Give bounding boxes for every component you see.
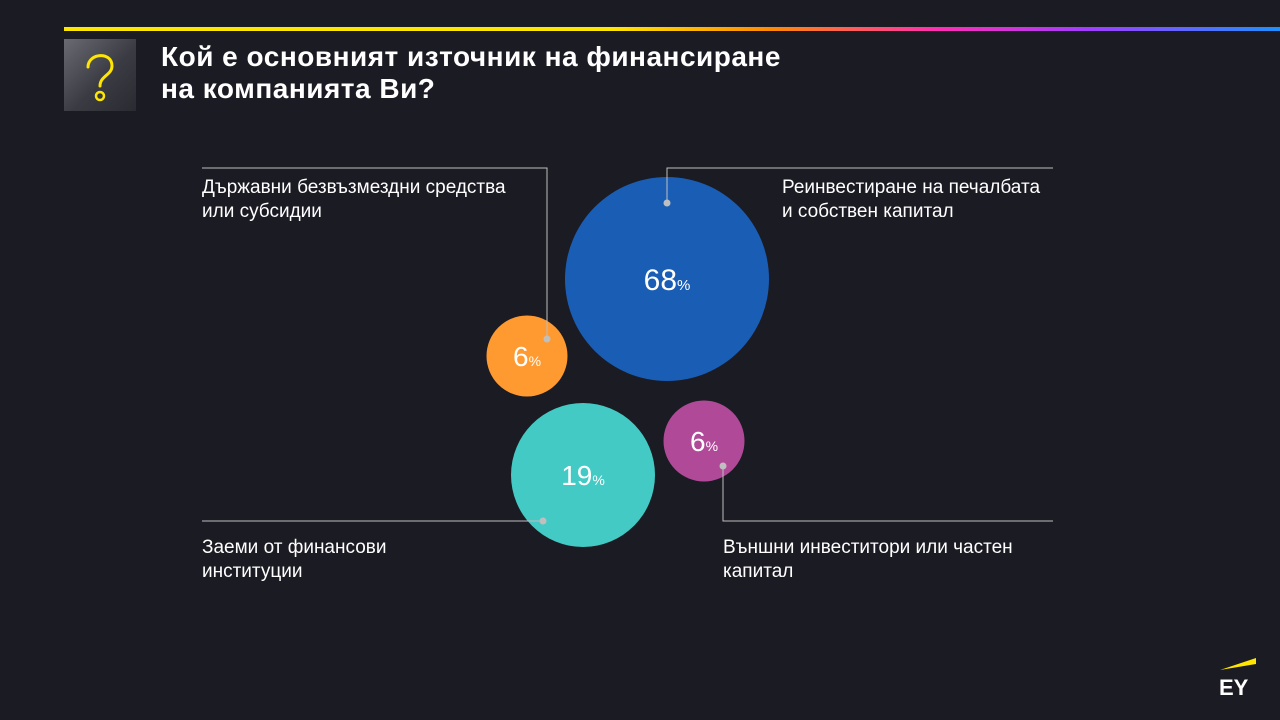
label-investors-line-1: Външни инвеститори или частен: [723, 537, 1013, 558]
value-number-investors: 6: [690, 426, 706, 457]
connector-reinvestment: [666, 167, 1053, 203]
value-label-investors: 6%: [690, 426, 718, 457]
page-title-line-2: на компанията Ви?: [161, 73, 436, 104]
label-investors: Външни инвеститори или частен капитал: [723, 536, 1013, 584]
value-label-loans: 19%: [561, 460, 605, 491]
label-subsidies: Държавни безвъзмездни средства или субси…: [202, 176, 506, 224]
value-unit-reinvestment: %: [677, 277, 690, 294]
label-subsidies-line-2: или субсидии: [202, 201, 322, 222]
connector-dot-subsidies: [543, 335, 551, 343]
bubble-reinvestment: [565, 177, 769, 381]
label-loans-line-1: Заеми от финансови: [202, 537, 387, 558]
bubble-loans: [511, 403, 655, 547]
ey-logo: EY: [1218, 657, 1260, 702]
label-reinvestment-line-1: Реинвестиране на печалбата: [782, 177, 1041, 198]
top-gradient-bar: [64, 27, 1280, 31]
label-investors-line-2: капитал: [723, 561, 794, 582]
ey-logo-text: EY: [1219, 675, 1249, 697]
value-label-subsidies: 6%: [513, 341, 541, 372]
label-reinvestment: Реинвестиране на печалбата и собствен ка…: [782, 176, 1040, 224]
connector-dot-loans: [539, 517, 547, 525]
connector-dot-reinvestment: [663, 199, 671, 207]
value-number-loans: 19: [561, 460, 592, 491]
bubble-investors: [663, 400, 745, 482]
label-reinvestment-line-2: и собствен капитал: [782, 201, 954, 222]
question-mark-icon: [64, 39, 136, 111]
ey-logo-beam: [1220, 658, 1256, 670]
label-subsidies-line-1: Държавни безвъзмездни средства: [202, 177, 506, 198]
value-label-reinvestment: 68%: [644, 264, 691, 297]
connector-investors: [722, 466, 1053, 522]
connector-subsidies: [202, 167, 548, 339]
value-unit-subsidies: %: [529, 353, 541, 369]
page-title: Кой е основният източник на финансиране …: [161, 41, 921, 105]
value-unit-investors: %: [706, 438, 718, 454]
page-title-line-1: Кой е основният източник на финансиране: [161, 41, 781, 72]
label-loans: Заеми от финансови институции: [202, 536, 386, 584]
value-unit-loans: %: [592, 472, 604, 488]
value-number-reinvestment: 68: [644, 264, 677, 297]
label-loans-line-2: институции: [202, 561, 303, 582]
connector-dot-investors: [719, 462, 727, 470]
value-number-subsidies: 6: [513, 341, 529, 372]
